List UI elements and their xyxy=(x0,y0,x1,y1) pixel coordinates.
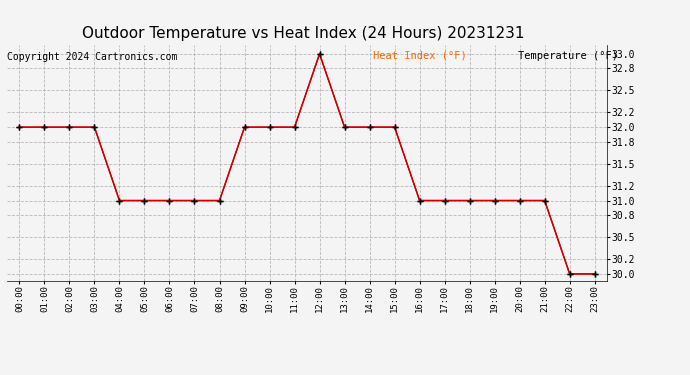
Text: Copyright 2024 Cartronics.com: Copyright 2024 Cartronics.com xyxy=(7,53,177,63)
Text: Temperature (°F): Temperature (°F) xyxy=(518,51,618,61)
Text: Heat Index (°F): Heat Index (°F) xyxy=(373,51,466,61)
Text: Outdoor Temperature vs Heat Index (24 Hours) 20231231: Outdoor Temperature vs Heat Index (24 Ho… xyxy=(82,26,525,41)
